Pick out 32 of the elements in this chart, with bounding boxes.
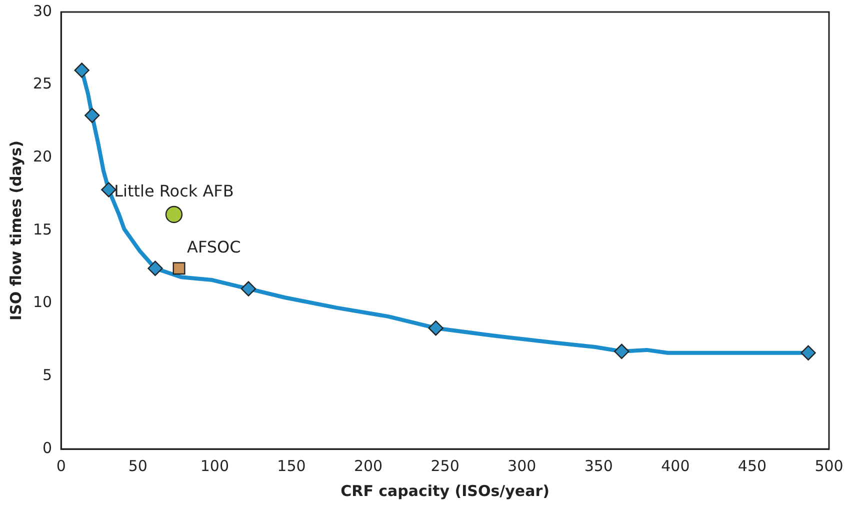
series-label: Little Rock AFB — [114, 182, 234, 201]
point — [428, 320, 444, 336]
x-tick-label: 400 — [661, 456, 690, 475]
point — [240, 281, 256, 296]
point — [165, 206, 183, 224]
x-tick-label: 350 — [584, 456, 613, 475]
x-tick-label: 150 — [277, 456, 306, 475]
x-tick-label: 250 — [430, 456, 460, 475]
x-tick-label: 50 — [128, 456, 148, 475]
x-tick-label: 200 — [354, 456, 383, 475]
x-axis-title: CRF capacity (ISOs/year) — [340, 482, 550, 500]
y-tick-label: 5 — [42, 366, 52, 384]
y-tick-label: 15 — [32, 220, 52, 238]
y-axis-title: ISO flow times (days) — [6, 140, 25, 320]
point — [148, 260, 163, 276]
point — [84, 108, 100, 124]
y-tick-label: 20 — [32, 148, 52, 166]
point — [172, 262, 186, 275]
y-tick-label: 0 — [42, 438, 52, 457]
point — [614, 344, 630, 360]
x-tick-label: 100 — [200, 456, 229, 475]
y-tick-label: 25 — [32, 74, 52, 93]
x-tick-label: 0 — [56, 456, 66, 475]
point — [74, 62, 90, 78]
x-tick-label: 300 — [508, 456, 536, 475]
x-tick-label: 450 — [738, 456, 767, 475]
y-tick-label: 10 — [32, 293, 52, 312]
y-tick-label: 30 — [32, 2, 52, 20]
x-tick-label: 500 — [814, 456, 844, 475]
point — [101, 182, 116, 198]
point — [800, 345, 816, 360]
series-label: AFSOC — [187, 238, 241, 257]
